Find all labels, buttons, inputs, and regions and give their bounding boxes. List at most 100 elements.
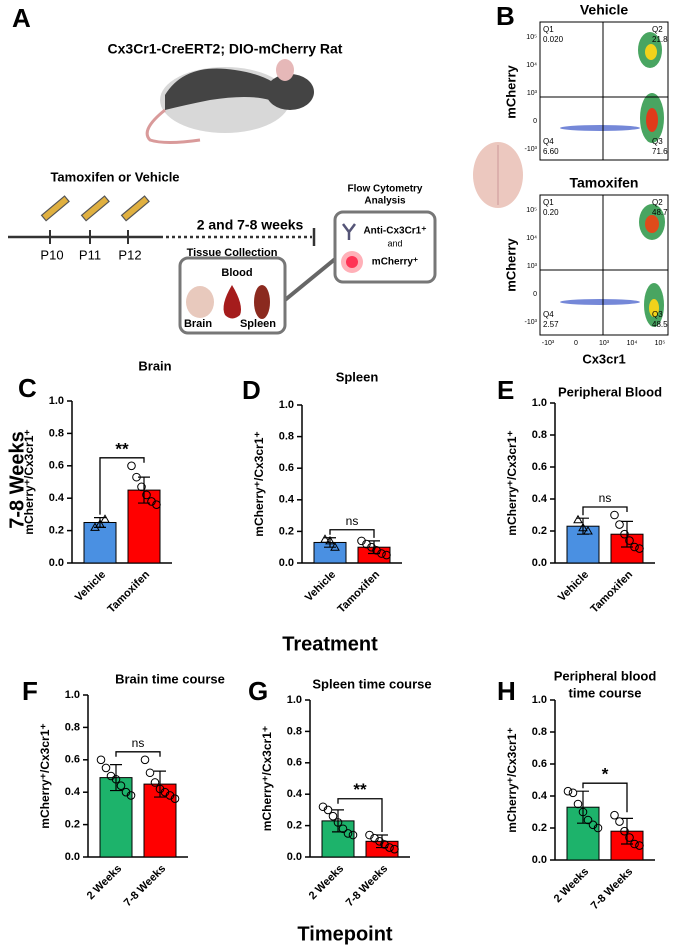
x-axis-label: Treatment [282,633,378,655]
data-point [615,817,624,826]
x-tick-label: Vehicle [73,569,108,604]
data-point [370,833,379,843]
flow-y-tick: 10⁵ [526,34,537,41]
interval-label: 2 and 7-8 weeks [197,217,304,233]
connector [283,253,342,302]
diagram-title: Cx3Cr1-CreERT2; DIO-mCherry Rat [108,41,343,57]
bar [83,522,117,564]
panel-letter: E [497,375,514,405]
error-bar [577,790,589,824]
significance-bracket [329,529,375,538]
data-point [377,549,386,558]
data-point [343,829,353,838]
data-point [610,810,619,820]
flow-y-tick: 0 [533,118,537,125]
data-point [333,818,343,827]
panel-letter: G [248,676,268,706]
tissue-item: Blood [221,267,252,279]
bar [321,820,355,858]
flow-ylabel: mCherry [503,237,518,291]
flow-y-tick: 10³ [527,90,538,97]
significance-bracket [99,457,145,515]
flow-xlabel: Cx3cr1 [582,351,625,366]
data-point [620,826,629,836]
data-point [318,802,328,812]
syringes [40,195,150,222]
data-point [152,500,161,509]
flow-plot-2 [539,194,669,336]
flow-plot-1 [539,21,669,161]
data-point [620,529,629,539]
error-bar [332,809,344,833]
flow-marker: mCherry⁺ [372,257,418,268]
y-tick-label: 0.2 [532,525,547,537]
y-tick-label: 0.8 [287,725,302,737]
quadrant-value: 71.6 [652,147,668,156]
y-axis-label: mCherry⁺/Cx3cr1⁺ [505,430,519,535]
data-point [578,807,588,817]
y-tick-label: 0.4 [532,790,548,802]
chart-title: Brain time course [115,671,225,686]
data-point [362,539,371,549]
y-tick-label: 0.0 [279,557,294,569]
y-tick-label: 0.6 [532,461,547,473]
y-tick-label: 0.8 [532,429,547,441]
x-tick-label: 7-8 Weeks [344,863,390,909]
x-tick-label: Tamoxifen [105,568,152,615]
chart-title: Brain [138,358,171,373]
significance-bracket [337,798,383,833]
data-point [365,830,374,840]
data-point [385,843,394,852]
y-axis-label: mCherry⁺/Cx3cr1⁺ [505,727,519,832]
flow-ylabel: mCherry [503,64,518,118]
quadrant-value: 48.7 [652,208,668,217]
blood-icon [223,285,241,319]
quadrant-name: Q4 [543,310,554,319]
x-tick-label: Vehicle [556,569,591,604]
treatment-label: Tamoxifen or Vehicle [50,169,179,184]
data-point [100,514,110,523]
x-tick-label: 2 Weeks [307,863,346,902]
data-point [630,542,639,552]
data-point [338,824,348,834]
quadrant-name: Q3 [652,137,663,146]
quadrant-value: 48.5 [652,320,668,329]
quadrant-name: Q4 [543,137,554,146]
flow-title: Vehicle [580,2,628,18]
data-point [578,522,588,532]
flow-title: Analysis [364,196,406,207]
significance-label: ns [599,491,612,505]
y-tick-label: 0.6 [65,754,80,766]
data-point [380,840,389,849]
y-axis-label: mCherry⁺/Cx3cr1⁺ [38,723,52,828]
data-point [357,536,366,546]
data-point [615,520,624,529]
data-point [610,510,619,520]
panel-letter: H [497,676,516,706]
x-tick-label: Vehicle [303,569,338,604]
data-point [323,805,333,815]
flow-x-tick: 0 [574,340,578,347]
panel-letter: F [22,676,38,706]
data-point [116,781,126,791]
flow-y-tick: 10⁵ [526,207,537,214]
y-tick-label: 0.0 [49,557,64,569]
data-point [145,768,155,778]
y-tick-label: 0.6 [287,757,302,769]
y-tick-label: 0.0 [532,557,547,569]
flow-y-tick: -10³ [525,146,538,153]
quadrant-name: Q2 [652,198,663,207]
antibody-icon [342,223,356,240]
day-label: P10 [40,247,63,262]
panel-letter: A [12,3,31,33]
quadrant-value: 2.57 [543,320,559,329]
data-point [625,833,634,842]
x-tick-label: Tamoxifen [335,568,382,615]
panel-letter: B [496,1,515,31]
chart-title: Peripheral blood [554,668,657,683]
data-point [568,788,578,798]
y-axis-label: mCherry⁺/Cx3cr1⁺ [22,429,36,534]
data-point [330,542,340,551]
tissue-item: Brain [184,318,212,330]
brain-icon-b [473,142,523,208]
